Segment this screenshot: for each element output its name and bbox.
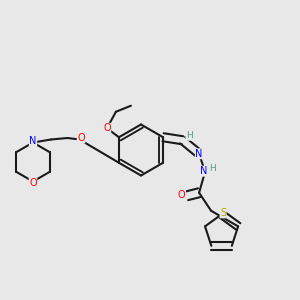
Text: O: O [103,123,111,133]
Text: O: O [29,178,37,188]
Text: N: N [200,166,207,176]
Text: H: H [186,131,193,140]
Text: O: O [77,133,85,143]
Text: N: N [29,136,37,146]
Text: S: S [220,208,226,218]
Text: O: O [178,190,185,200]
Text: N: N [195,149,203,159]
Text: H: H [209,164,216,173]
